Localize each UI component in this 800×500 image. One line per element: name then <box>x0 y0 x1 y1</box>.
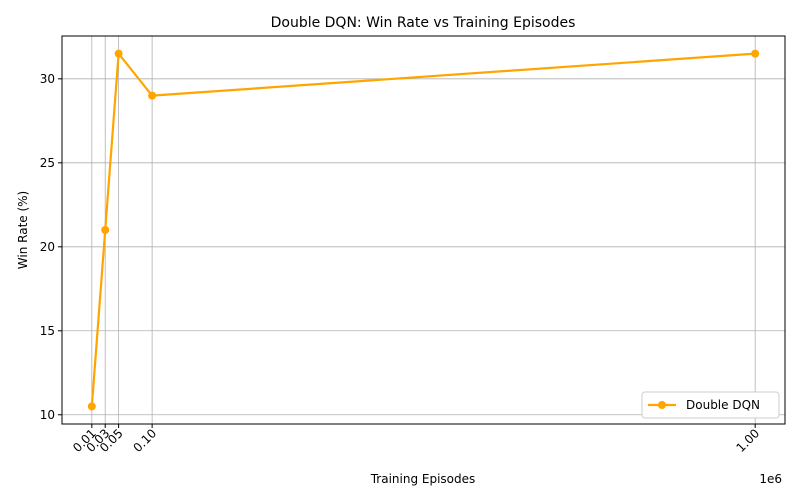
data-point <box>114 49 123 58</box>
y-axis-ticks: 10 15 20 25 30 <box>40 72 62 422</box>
y-tick-label: 10 <box>40 408 55 422</box>
data-point <box>751 49 760 58</box>
grid-lines <box>62 36 785 424</box>
data-point <box>87 402 96 411</box>
axes-frame <box>61 35 786 425</box>
x-axis-label: Training Episodes <box>370 472 476 486</box>
chart-title: Double DQN: Win Rate vs Training Episode… <box>271 15 576 31</box>
y-tick-label: 15 <box>40 324 55 338</box>
series-group <box>87 49 760 411</box>
y-tick-label: 20 <box>40 240 55 254</box>
x-axis-offset-text: 1e6 <box>759 472 782 486</box>
y-tick-label: 25 <box>40 156 55 170</box>
data-point <box>101 226 110 234</box>
legend-marker <box>658 401 666 409</box>
x-tick-label: 1.00 <box>734 426 763 455</box>
legend-box <box>641 391 780 419</box>
y-tick-label: 30 <box>40 72 55 86</box>
legend-label: Double DQN <box>686 398 760 412</box>
legend: Double DQN <box>641 391 780 419</box>
data-point <box>148 91 157 100</box>
x-axis-ticks: 0.010.030.05 0.10 1.00 <box>70 424 762 455</box>
y-axis-label: Win Rate (%) <box>16 191 30 269</box>
series-line <box>90 52 756 407</box>
x-tick-label: 0.10 <box>130 426 159 455</box>
